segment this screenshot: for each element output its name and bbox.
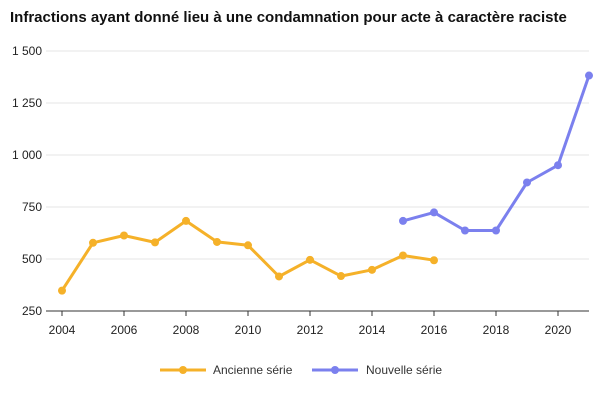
data-point[interactable] <box>306 255 314 264</box>
y-tick-label: 250 <box>22 304 42 318</box>
x-tick-label: 2014 <box>359 323 386 337</box>
data-point[interactable] <box>585 71 593 80</box>
legend-label[interactable]: Nouvelle série <box>366 363 442 377</box>
series-line-1 <box>60 219 436 293</box>
legend-label[interactable]: Ancienne série <box>213 363 293 377</box>
data-point[interactable] <box>275 272 283 281</box>
data-point[interactable] <box>337 272 345 281</box>
x-tick-label: 2020 <box>545 323 572 337</box>
x-axis: 2004 2006 2008 2010 2012 2014 2016 2018 2020 <box>46 310 589 337</box>
y-tick-label: 1 000 <box>12 148 42 162</box>
series-group <box>58 71 593 295</box>
y-tick-label: 750 <box>22 200 42 214</box>
data-point[interactable] <box>89 238 97 247</box>
legend-swatch-marker[interactable] <box>331 366 339 374</box>
data-point[interactable] <box>151 238 159 247</box>
y-tick-label: 500 <box>22 252 42 266</box>
data-point[interactable] <box>244 241 252 250</box>
data-point[interactable] <box>120 231 128 240</box>
data-point[interactable] <box>461 226 469 235</box>
data-point[interactable] <box>58 286 66 295</box>
data-point[interactable] <box>554 161 562 170</box>
y-tick-label: 1 250 <box>12 96 42 110</box>
data-point[interactable] <box>430 208 438 217</box>
legend-swatch-marker[interactable] <box>179 366 187 374</box>
x-tick-label: 2010 <box>235 323 262 337</box>
data-point[interactable] <box>430 256 438 265</box>
y-axis: 250 500 750 1 000 1 250 1 500 <box>12 44 42 318</box>
grid-lines <box>46 50 589 260</box>
x-tick-label: 2008 <box>173 323 200 337</box>
data-point[interactable] <box>523 178 531 187</box>
data-point[interactable] <box>492 226 500 235</box>
data-point[interactable] <box>213 237 221 246</box>
data-point[interactable] <box>182 216 190 225</box>
x-tick-label: 2012 <box>297 323 324 337</box>
data-point[interactable] <box>399 251 407 260</box>
y-tick-label: 1 500 <box>12 44 42 58</box>
x-tick-label: 2018 <box>483 323 510 337</box>
legend[interactable]: Ancienne série Nouvelle série <box>160 363 442 377</box>
data-point[interactable] <box>399 216 407 225</box>
x-tick-label: 2004 <box>49 323 76 337</box>
x-tick-label: 2016 <box>421 323 448 337</box>
data-point[interactable] <box>368 265 376 274</box>
x-tick-label: 2006 <box>111 323 138 337</box>
chart-title: Infractions ayant donné lieu à une conda… <box>10 9 567 26</box>
